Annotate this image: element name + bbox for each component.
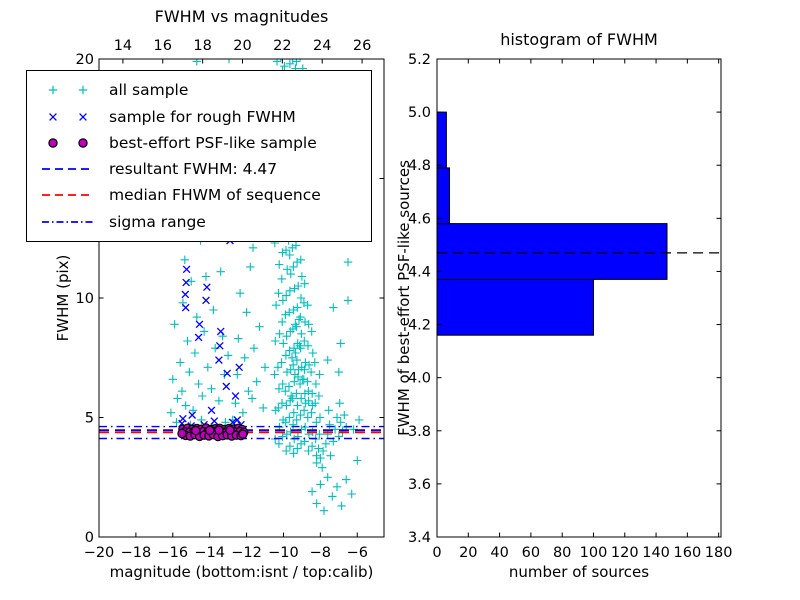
tick-label: −8 [310, 545, 331, 561]
histogram-bar [436, 278, 594, 336]
tick-label: −12 [231, 545, 262, 561]
legend-item-4: median FHWM of sequence [29, 185, 369, 205]
legend-item-label: best-effort PSF-like sample [109, 133, 317, 152]
tick-label: 26 [353, 38, 371, 54]
left-plot-ylabel: FWHM (pix) [54, 254, 72, 342]
tick-label: 180 [705, 545, 733, 561]
tick-label: 20 [76, 52, 94, 68]
left-plot-data [99, 59, 384, 515]
legend-line-sample [42, 168, 94, 171]
tick-label: 4.8 [408, 158, 431, 174]
legend-item-label: all sample [109, 81, 189, 100]
histogram-bar [436, 111, 447, 169]
tick-label: 24 [313, 38, 331, 54]
legend-marker-plus-icon [48, 86, 88, 95]
legend-item-3: resultant FWHM: 4.47 [29, 159, 369, 179]
right-plot-xlabel: number of sources [508, 563, 650, 581]
tick-label: 0 [85, 530, 94, 546]
series-rough-fwhm [178, 236, 245, 430]
legend-item-label: median FHWM of sequence [109, 186, 321, 205]
tick-label: 100 [580, 545, 608, 561]
legend-item-label: sigma range [109, 212, 206, 231]
tick-label: −6 [347, 545, 368, 561]
tick-label: −20 [84, 545, 115, 561]
tick-label: 5.0 [408, 105, 431, 121]
histogram-bars [436, 111, 721, 336]
tick-label: 20 [233, 38, 251, 54]
tick-label: 18 [193, 38, 211, 54]
tick-label: 0 [432, 545, 441, 561]
tick-label: 4.4 [408, 264, 431, 280]
tick-label: 4.6 [408, 211, 431, 227]
legend-item-2: best-effort PSF-like sample [29, 133, 369, 153]
tick-label: 80 [553, 545, 571, 561]
legend-line-sample [42, 194, 94, 197]
tick-label: 60 [522, 545, 540, 561]
tick-label: 5 [85, 411, 94, 427]
right-plot-axes: 0 20 40 60 80 100 120 140 160 180 3.4 3.6 3.8 4.0 4.2 4… [408, 52, 733, 561]
tick-label: 140 [642, 545, 670, 561]
tick-label: −14 [194, 545, 225, 561]
left-plot-axes: −20 −18 −16 −14 −12 −10 −8 −6 14 16 18 20 22 24 26 0 5 10… [76, 38, 385, 561]
legend-marker-circle-icon [48, 138, 88, 148]
tick-label: 3.6 [408, 477, 431, 493]
tick-label: 4.0 [408, 371, 431, 387]
tick-label: −18 [121, 545, 152, 561]
legend-line-sample [42, 220, 94, 223]
histogram-bar [436, 223, 668, 280]
tick-label: 14 [114, 38, 132, 54]
tick-label: 20 [459, 545, 477, 561]
tick-label: 40 [490, 545, 508, 561]
tick-label: 120 [611, 545, 639, 561]
histogram-bar [436, 167, 450, 225]
legend-item-5: sigma range [29, 212, 369, 232]
legend-box: all sample sample for rough FWHM best-effo… [26, 70, 372, 242]
tick-label: −10 [268, 545, 299, 561]
series-psf-like [177, 423, 249, 442]
left-plot-title: FWHM vs magnitudes [154, 7, 329, 26]
legend-item-1: sample for rough FWHM [29, 107, 369, 127]
right-plot-title: histogram of FWHM [500, 30, 658, 49]
right-plot-ylabel: FWHM of best-effort PSF-like sources [395, 160, 413, 436]
tick-label: 160 [674, 545, 702, 561]
legend-item-label: resultant FWHM: 4.47 [109, 160, 278, 179]
tick-label: 10 [76, 291, 94, 307]
tick-label: 3.8 [408, 424, 431, 440]
tick-label: 3.4 [408, 530, 431, 546]
tick-label: 22 [273, 38, 291, 54]
tick-label: 16 [154, 38, 172, 54]
tick-label: 4.2 [408, 318, 431, 334]
left-plot-xlabel: magnitude (bottom:isnt / top:calib) [109, 563, 374, 581]
tick-label: 5.2 [408, 52, 431, 68]
legend-item-0: all sample [29, 80, 369, 100]
tick-label: −16 [157, 545, 188, 561]
legend-marker-x-icon [49, 112, 87, 121]
legend-item-label: sample for rough FWHM [109, 107, 296, 126]
